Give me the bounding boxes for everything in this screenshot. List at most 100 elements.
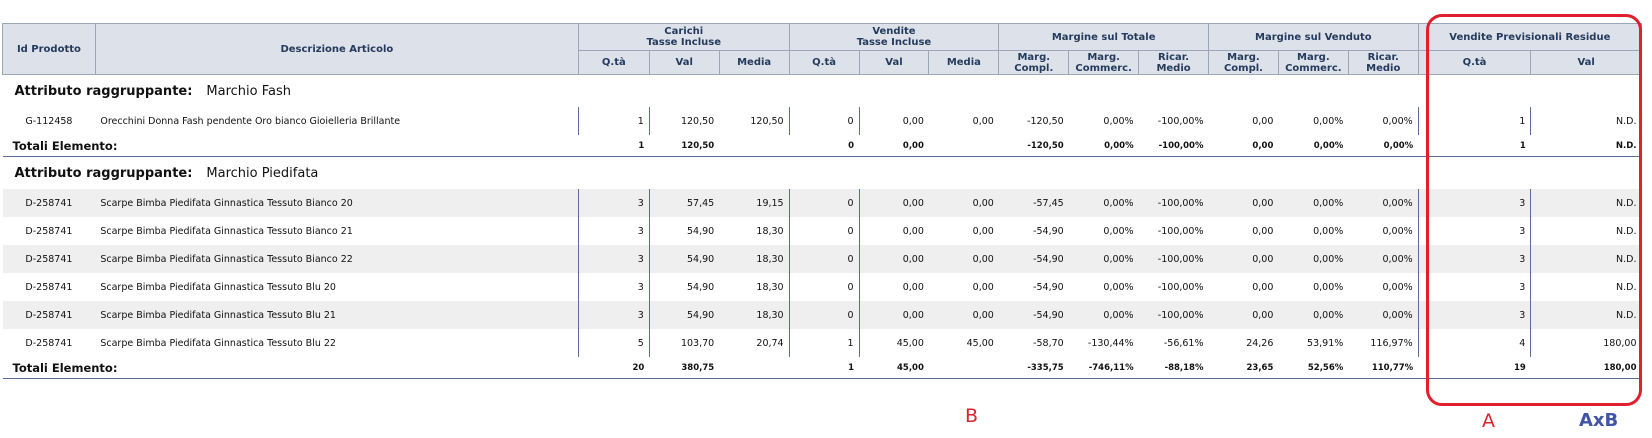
cell-v-qta: 0: [788, 189, 859, 217]
cell-desc: Scarpe Bimba Piedifata Ginnastica Tessut…: [95, 301, 579, 329]
group-name: Marchio Piedifata: [206, 165, 319, 181]
total-mv-compl: 0,00: [1208, 135, 1279, 157]
total-mv-comm: 52,56%: [1278, 357, 1349, 379]
cell-c-media: 18,30: [719, 301, 790, 329]
cell-p-qta: 4: [1417, 329, 1531, 357]
cell-mv-ricar: 116,97%: [1370, 337, 1413, 349]
cell-desc: Scarpe Bimba Piedifata Ginnastica Tessut…: [100, 225, 353, 237]
cell-mv-comm: 0,00%: [1313, 225, 1344, 237]
total-mv-ricar: 0,00%: [1348, 135, 1419, 157]
cell-p-qta: 1: [1417, 107, 1531, 135]
cell-mv-ricar: 0,00%: [1382, 115, 1413, 127]
cell-mv-comm: 0,00%: [1313, 281, 1344, 293]
cell-v-media: 45,00: [966, 337, 994, 349]
cell-v-qta: 0: [788, 273, 859, 301]
cell-desc: Orecchini Donna Fash pendente Oro bianco…: [100, 115, 401, 127]
header-vendite-qta[interactable]: Q.tà: [788, 50, 860, 75]
header-id-prodotto[interactable]: Id Prodotto: [2, 23, 96, 75]
cell-id: D-258741: [2, 189, 96, 217]
total-mt-comm: -746,11%: [1068, 357, 1139, 379]
cell-mt-comm: 0,00%: [1068, 245, 1139, 273]
group-label: Attributo raggruppante:: [14, 83, 193, 99]
cell-mt-comm: 0,00%: [1068, 189, 1139, 217]
group-header-row: Attributo raggruppante: Marchio Fash: [3, 75, 1642, 108]
cell-c-val: 54,90: [648, 273, 720, 301]
cell-mt-ricar: -100,00%: [1157, 281, 1204, 293]
table-row[interactable]: D-258741 Scarpe Bimba Piedifata Ginnasti…: [3, 273, 1642, 301]
table-row[interactable]: D-258741 Scarpe Bimba Piedifata Ginnasti…: [3, 217, 1642, 245]
table-row[interactable]: D-258741 Scarpe Bimba Piedifata Ginnasti…: [3, 329, 1642, 357]
total-v-qta: 1: [789, 357, 859, 379]
cell-mt-comm: 0,00%: [1103, 225, 1134, 237]
total-p-qta: 19: [1418, 357, 1531, 379]
cell-c-qta: 1: [577, 107, 650, 135]
cell-v-media: 0,00: [972, 115, 994, 127]
total-c-media: [719, 357, 790, 379]
header-carichi-media[interactable]: Media: [718, 50, 790, 75]
total-mt-compl: -335,75: [998, 357, 1069, 379]
total-mv-comm: 0,00%: [1278, 135, 1349, 157]
header-group-margine-totale: Margine sul Totale: [998, 23, 1209, 51]
cell-c-media: 18,30: [756, 281, 784, 293]
cell-c-val: 54,90: [648, 217, 720, 245]
header-carichi-val[interactable]: Val: [648, 50, 720, 75]
header-group-previsionali: Vendite Previsionali Residue: [1417, 23, 1643, 51]
cell-c-qta: 3: [577, 273, 650, 301]
cell-p-qta: 3: [1417, 217, 1531, 245]
cell-v-qta: 0: [788, 301, 859, 329]
header-mt-commerc[interactable]: Marg. Commerc.: [1068, 50, 1140, 75]
table-row[interactable]: D-258741 Scarpe Bimba Piedifata Ginnasti…: [2, 245, 1642, 273]
cell-v-media: 0,00: [972, 281, 994, 293]
header-mv-commerc[interactable]: Marg. Commerc.: [1277, 50, 1349, 75]
header-group-vendite: Vendite Tasse Incluse: [788, 23, 1000, 51]
cell-mt-comm: -130,44%: [1087, 337, 1134, 349]
cell-v-qta: 0: [788, 245, 859, 273]
cell-v-media: 0,00: [928, 245, 999, 273]
header-carichi-qta[interactable]: Q.tà: [577, 50, 650, 75]
cell-p-val: N.D.: [1530, 273, 1642, 301]
table-row[interactable]: D-258741 Scarpe Bimba Piedifata Ginnasti…: [2, 189, 1642, 217]
header-mt-compl[interactable]: Marg. Compl.: [998, 50, 1070, 75]
header-vendite-media[interactable]: Media: [928, 50, 1000, 75]
cell-v-val: 0,00: [858, 189, 929, 217]
cell-mt-compl: -120,50: [1027, 115, 1064, 127]
annotation-axb: AxB: [1579, 410, 1619, 431]
total-mt-comm: 0,00%: [1068, 135, 1139, 157]
total-v-val: 0,00: [859, 135, 929, 157]
cell-p-val: N.D.: [1530, 107, 1642, 135]
header-mt-ricar[interactable]: Ricar. Medio: [1138, 50, 1209, 75]
table-row[interactable]: D-258741 Scarpe Bimba Piedifata Ginnasti…: [2, 301, 1642, 329]
cell-id: D-258741: [25, 337, 73, 349]
cell-desc: Scarpe Bimba Piedifata Ginnastica Tessut…: [95, 189, 579, 217]
cell-v-media: 0,00: [972, 225, 994, 237]
cell-v-qta: 0: [788, 107, 859, 135]
cell-p-val: N.D.: [1530, 189, 1642, 217]
header-mv-compl[interactable]: Marg. Compl.: [1208, 50, 1279, 75]
total-v-media: [928, 135, 999, 157]
total-c-val: 120,50: [649, 135, 720, 157]
cell-mt-comm: 0,00%: [1103, 281, 1134, 293]
header-descrizione[interactable]: Descrizione Articolo: [94, 23, 579, 75]
header-prev-val[interactable]: Val: [1530, 50, 1642, 75]
cell-mt-ricar: -100,00%: [1157, 115, 1204, 127]
header-vendite-val[interactable]: Val: [858, 50, 930, 75]
table-row[interactable]: G-112458 Orecchini Donna Fash pendente O…: [3, 107, 1642, 135]
cell-desc: Scarpe Bimba Piedifata Ginnastica Tessut…: [100, 281, 336, 293]
cell-p-qta: 3: [1417, 189, 1531, 217]
cell-c-val: 54,90: [648, 301, 720, 329]
cell-mv-compl: 24,26: [1246, 337, 1274, 349]
total-c-qta: 20: [578, 357, 650, 379]
cell-mt-ricar: -100,00%: [1138, 301, 1209, 329]
cell-mv-compl: 0,00: [1208, 245, 1279, 273]
header-group-margine-venduto: Margine sul Venduto: [1208, 23, 1419, 51]
cell-v-val: 0,00: [858, 301, 929, 329]
cell-mv-compl: 0,00: [1252, 281, 1274, 293]
header-carichi-line1: Carichi: [664, 26, 704, 37]
cell-id: D-258741: [25, 281, 73, 293]
cell-p-qta: 3: [1417, 245, 1531, 273]
cell-c-media: 120,50: [750, 115, 784, 127]
header-mv-ricar[interactable]: Ricar. Medio: [1347, 50, 1419, 75]
cell-id: D-258741: [25, 225, 73, 237]
cell-c-qta: 3: [577, 189, 650, 217]
cell-p-val: N.D.: [1530, 245, 1642, 273]
